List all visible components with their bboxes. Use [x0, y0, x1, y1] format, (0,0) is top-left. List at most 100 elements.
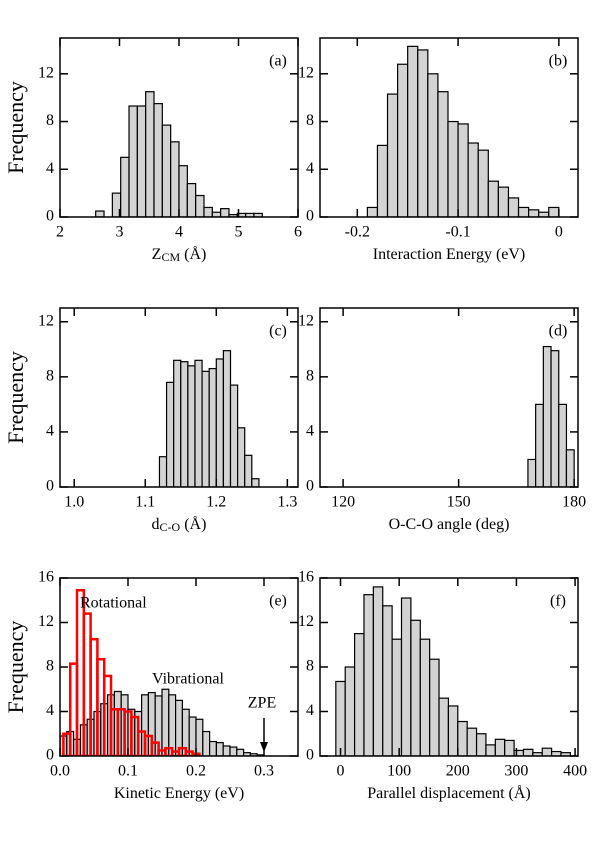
- y-tick-label: 4: [46, 423, 54, 440]
- bar: [494, 738, 506, 756]
- bar: [251, 478, 260, 487]
- plot-frame: [319, 307, 579, 488]
- y-tick-label: 0: [46, 478, 54, 495]
- x-tick-label: 2: [56, 224, 64, 241]
- panel-label: (b): [549, 53, 568, 70]
- panel: 0 4 8 12 2 3 4 5 6 (a) Frequency ZCM (Å): [3, 37, 302, 264]
- bar: [550, 350, 560, 487]
- bar: [153, 103, 163, 217]
- bars: [366, 45, 560, 217]
- y-tick-label: 12: [38, 312, 54, 329]
- y-tick-label: 12: [298, 613, 314, 630]
- x-label-part: Interaction Energy (eV): [373, 246, 526, 263]
- bar: [485, 744, 496, 756]
- panel: 0 4 8 12 120 150 180 (d) O-C-O angle (deg): [298, 307, 586, 533]
- bar: [344, 666, 356, 756]
- x-label-part: Kinetic Energy (eV): [114, 785, 244, 802]
- x-tick-label: 300: [504, 763, 528, 780]
- bar: [467, 142, 479, 217]
- bar: [335, 680, 346, 756]
- annotation: ZPE: [248, 695, 276, 712]
- bar: [419, 638, 431, 756]
- panel: Vibrational Rotational 0 4 8 12 16 0.0 0.1 0.2 0.3…: [3, 569, 299, 802]
- bar: [145, 91, 155, 217]
- bar: [215, 742, 224, 756]
- bar: [475, 733, 487, 756]
- bar: [203, 206, 213, 217]
- x-label-part: O-C-O angle (deg): [389, 516, 510, 533]
- y-tick-label: 16: [38, 569, 54, 586]
- bar: [386, 93, 399, 217]
- bar: [165, 381, 175, 487]
- bar: [195, 194, 205, 217]
- bar: [558, 403, 568, 487]
- bar: [541, 747, 553, 756]
- y-tick-label: 8: [46, 112, 54, 129]
- x-tick-label: 180: [562, 494, 586, 511]
- x-label-part: (Å): [180, 245, 206, 263]
- bar: [429, 658, 440, 756]
- panel-label: (d): [549, 323, 568, 340]
- bar: [170, 141, 180, 217]
- y-tick-label: 0: [306, 478, 314, 495]
- x-tick-label: -0.1: [445, 224, 470, 241]
- x-label-subscript: CM: [161, 250, 180, 264]
- bar: [128, 105, 138, 217]
- bar: [407, 45, 419, 217]
- bar: [382, 605, 393, 756]
- bar: [168, 694, 177, 756]
- x-tick-label: 1.0: [64, 494, 84, 511]
- plot-frame: [59, 307, 299, 488]
- y-tick-label: 16: [298, 569, 314, 586]
- x-tick-label: 5: [235, 224, 243, 241]
- bar: [437, 91, 449, 217]
- bar: [466, 727, 478, 756]
- bar: [158, 456, 168, 487]
- bar: [366, 206, 379, 217]
- bar: [447, 120, 459, 217]
- bar: [236, 748, 245, 756]
- y-tick-label: 4: [306, 160, 314, 177]
- bar: [427, 73, 439, 217]
- series-label: Vibrational: [152, 671, 224, 688]
- panel-label: (e): [269, 593, 287, 610]
- bar: [522, 748, 534, 756]
- y-tick-label: 12: [38, 64, 54, 81]
- x-tick-label: 0.3: [254, 763, 274, 780]
- y-tick-label: 0: [306, 747, 314, 764]
- y-tick-label: 0: [306, 208, 314, 225]
- y-tick-label: 0: [46, 208, 54, 225]
- x-tick-label: -0.2: [345, 224, 370, 241]
- x-tick-label: 6: [294, 224, 302, 241]
- x-tick-label: 100: [387, 763, 411, 780]
- bar: [548, 206, 560, 217]
- x-label-part: (Å): [180, 515, 206, 533]
- panel-label: (a): [269, 53, 287, 70]
- bar: [195, 718, 204, 756]
- bars: [335, 586, 571, 756]
- bar: [397, 63, 409, 217]
- bar: [178, 165, 188, 217]
- bar: [457, 720, 468, 756]
- x-tick-label: 4: [175, 224, 183, 241]
- bar: [187, 365, 196, 487]
- bar: [487, 180, 499, 217]
- bar: [497, 186, 510, 217]
- y-tick-label: 4: [306, 423, 314, 440]
- y-tick-label: 8: [46, 368, 54, 385]
- x-axis-label: Parallel displacement (Å): [367, 784, 531, 802]
- bar: [528, 209, 540, 217]
- bar: [202, 730, 211, 756]
- bar: [173, 359, 182, 487]
- arrow-head: [260, 742, 268, 752]
- bar: [95, 210, 105, 217]
- x-axis-label: Kinetic Energy (eV): [114, 785, 244, 802]
- x-label-part: Z: [152, 246, 162, 263]
- bar: [504, 739, 515, 756]
- bar: [400, 597, 412, 756]
- panel-label: (c): [269, 323, 287, 340]
- panel-label: (f): [550, 593, 566, 610]
- x-tick-label: 0.2: [186, 763, 206, 780]
- bar: [194, 359, 203, 487]
- x-tick-label: 0: [337, 763, 345, 780]
